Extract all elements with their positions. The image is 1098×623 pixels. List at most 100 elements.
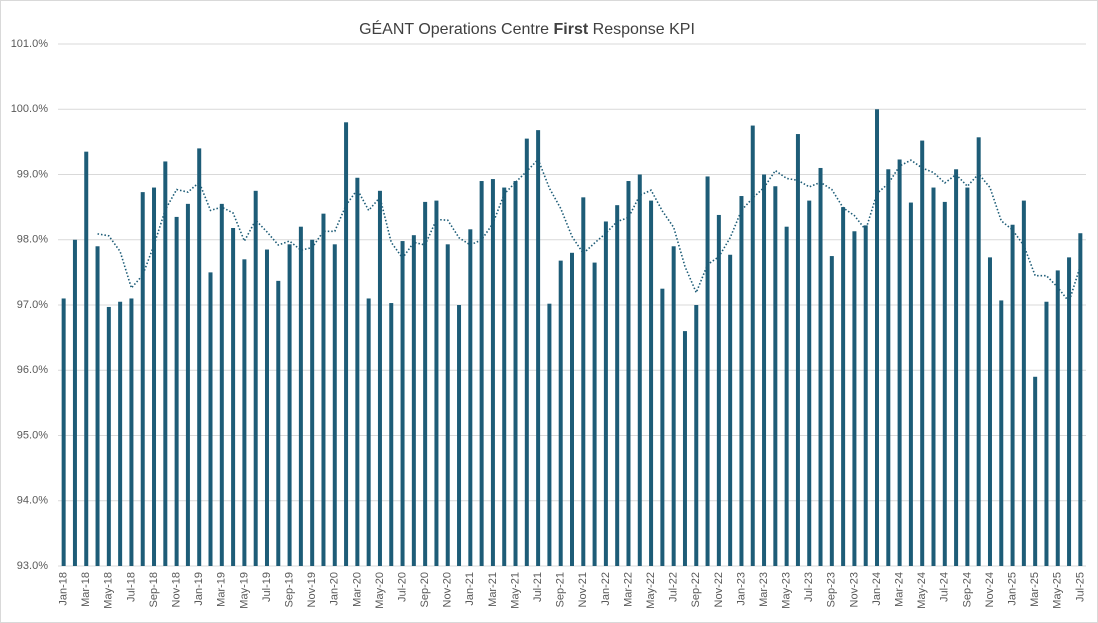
- x-tick-label: Sep-24: [961, 572, 973, 607]
- x-tick-label: Mar-25: [1029, 572, 1041, 607]
- bar: [705, 176, 710, 566]
- bar: [219, 203, 224, 567]
- bar: [264, 249, 269, 566]
- x-tick-label: Mar-19: [216, 572, 228, 607]
- x-tick-label: Jan-24: [871, 572, 883, 606]
- bar: [163, 161, 168, 566]
- bar: [852, 231, 857, 566]
- bar: [434, 200, 439, 566]
- bar: [987, 257, 992, 566]
- bar: [682, 331, 687, 566]
- bar: [423, 201, 428, 566]
- bar: [570, 252, 574, 567]
- bar: [637, 174, 642, 566]
- bar: [174, 216, 179, 566]
- bar: [694, 305, 699, 566]
- x-tick-label: May-18: [103, 572, 115, 609]
- bar: [660, 288, 665, 566]
- bar: [1044, 301, 1049, 566]
- bar: [276, 280, 281, 566]
- x-tick-label: Sep-21: [555, 572, 567, 607]
- bar: [72, 239, 77, 566]
- bar: [965, 187, 970, 567]
- bar: [716, 214, 721, 566]
- bar: [490, 179, 495, 566]
- bar: [377, 190, 382, 566]
- bar: [592, 262, 597, 566]
- bar: [242, 259, 247, 566]
- bar: [524, 138, 529, 567]
- bar: [502, 187, 507, 567]
- bar: [129, 298, 134, 566]
- x-tick-label: Jul-20: [396, 572, 408, 602]
- bar: [581, 197, 586, 566]
- bar: [886, 169, 891, 566]
- x-tick-label: Mar-24: [894, 572, 906, 607]
- y-tick-label: 96.0%: [17, 364, 48, 376]
- y-tick-label: 94.0%: [17, 495, 48, 507]
- x-tick-label: Jul-25: [1074, 572, 1086, 602]
- bar: [1067, 257, 1072, 566]
- x-tick-label: Sep-19: [283, 572, 295, 607]
- bar: [750, 125, 755, 566]
- bar: [615, 205, 620, 567]
- bar: [863, 225, 868, 566]
- bar: [185, 203, 190, 567]
- x-tick-label: Nov-21: [577, 572, 589, 607]
- x-tick-label: Nov-18: [171, 572, 183, 607]
- bar: [445, 244, 450, 566]
- chart-title: GÉANT Operations Centre First Response K…: [359, 19, 695, 38]
- x-tick-label: Nov-20: [442, 572, 454, 607]
- x-tick-label: Nov-23: [848, 572, 860, 607]
- x-tick-label: May-21: [509, 572, 521, 609]
- bar: [1033, 376, 1038, 566]
- bar: [1021, 200, 1026, 566]
- bar: [829, 256, 834, 566]
- title-part: Response KPI: [588, 21, 695, 38]
- bar: [547, 303, 552, 566]
- y-tick-label: 101.0%: [11, 38, 49, 50]
- x-tick-label: May-23: [781, 572, 793, 609]
- x-tick-label: Jan-21: [464, 572, 476, 606]
- bar: [479, 181, 484, 566]
- x-tick-label: Mar-18: [80, 572, 92, 607]
- bar: [366, 298, 371, 566]
- bar: [795, 134, 800, 567]
- bar: [84, 151, 89, 566]
- bar: [603, 221, 608, 567]
- y-tick-label: 97.0%: [17, 299, 48, 311]
- y-tick-label: 95.0%: [17, 429, 48, 441]
- x-tick-label: Jul-23: [803, 572, 815, 602]
- x-tick-label: Jul-21: [532, 572, 544, 602]
- bar: [931, 187, 936, 567]
- y-tick-label: 98.0%: [17, 234, 48, 246]
- x-tick-label: Mar-23: [758, 572, 770, 607]
- trend-line: [97, 158, 1082, 304]
- bar: [61, 298, 66, 566]
- bar: [231, 228, 236, 566]
- bar: [908, 202, 913, 566]
- x-tick-label: May-24: [916, 572, 928, 609]
- title-part: First: [554, 21, 589, 38]
- bar: [106, 306, 111, 566]
- bar: [298, 226, 303, 566]
- bar: [332, 244, 337, 566]
- bar: [197, 148, 202, 566]
- title-part: GÉANT Operations Centre: [359, 19, 553, 38]
- x-tick-label: Jan-19: [193, 572, 205, 606]
- bar: [411, 235, 416, 566]
- x-tick-label: Sep-20: [419, 572, 431, 607]
- bar: [728, 254, 733, 566]
- x-tick-label: Jul-19: [261, 572, 273, 602]
- bar: [773, 186, 778, 566]
- bar: [841, 207, 846, 566]
- bar: [762, 174, 767, 566]
- x-tick-label: Jan-20: [329, 572, 341, 606]
- x-tick-label: Jul-18: [125, 572, 137, 602]
- x-tick-label: Jan-22: [600, 572, 612, 606]
- bar: [287, 244, 292, 566]
- x-tick-label: Nov-19: [306, 572, 318, 607]
- x-tick-label: Jan-25: [1006, 572, 1018, 606]
- bar: [152, 187, 157, 567]
